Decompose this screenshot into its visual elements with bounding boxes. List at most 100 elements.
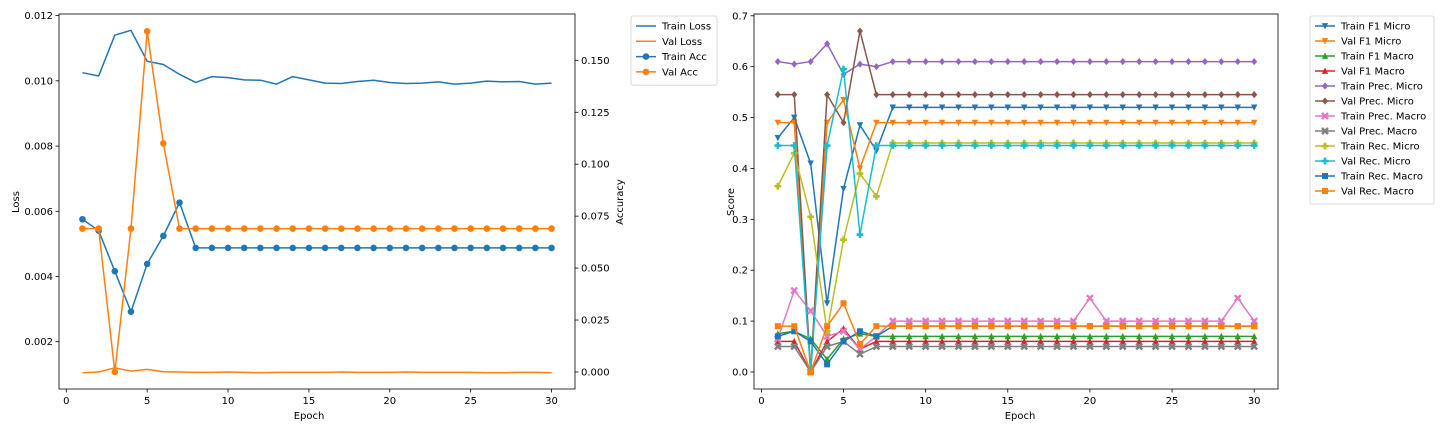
train-f1-macro-point (1234, 332, 1241, 340)
val-rec-macro-legend-label: Val Rec. Macro (1341, 187, 1414, 198)
val-prec-micro-point (971, 91, 978, 99)
chart-0-legend: Train Loss Val Loss Train Acc Val Acc (630, 15, 718, 86)
val-rec-micro-point (1020, 142, 1028, 149)
val-prec-micro-legend-label: Val Prec. Micro (1341, 97, 1414, 108)
val-f1-micro-point (1037, 119, 1044, 127)
train-acc-line (82, 201, 552, 313)
val-acc-point (467, 225, 474, 232)
val-f1-macro-point (1070, 337, 1077, 345)
train-f1-micro-point (971, 104, 979, 111)
chart-0-xtick-label: 25 (464, 396, 477, 407)
train-prec-macro-point (905, 317, 914, 325)
val-prec-micro-point (873, 91, 880, 99)
val-rec-macro-point (1070, 323, 1077, 330)
chart-0-ytick-label: 0.012 (24, 11, 53, 22)
train-f1-micro-point (1037, 104, 1044, 111)
train-prec-micro-point (791, 60, 798, 68)
chart-1-ytick-label: 0.2 (732, 266, 748, 277)
train-prec-micro-point (1234, 57, 1241, 66)
val-prec-micro-point (1054, 91, 1061, 99)
val-prec-micro-point (1086, 91, 1093, 99)
train-f1-micro-legend-label: Train F1 Micro (1340, 22, 1410, 33)
train-rec-micro-point (774, 182, 782, 190)
val-prec-micro-point (1004, 91, 1011, 99)
val-f1-micro-point (1234, 119, 1241, 127)
val-acc-point (354, 225, 361, 232)
train-f1-macro-line (777, 330, 1255, 360)
val-rec-micro-point (889, 142, 897, 149)
train-acc-point (289, 244, 297, 252)
chart-0-ylabel: Loss (11, 191, 22, 213)
chart-1-ytick-label: 0.1 (732, 317, 748, 328)
train-prec-macro-point (888, 317, 897, 325)
val-f1-micro-point (856, 165, 864, 172)
chart-0-y2tick-label: 0.050 (581, 264, 610, 275)
val-rec-micro-legend-label: Val Rec. Micro (1341, 157, 1411, 168)
val-rec-macro-point (1201, 323, 1208, 330)
val-f1-macro-point (906, 337, 913, 345)
val-prec-micro-point (1070, 91, 1077, 99)
val-prec-micro-point (774, 91, 781, 99)
val-acc-point (127, 225, 135, 232)
train-f1-macro-point (889, 332, 897, 340)
train-acc-point (402, 244, 410, 252)
train-acc-point (224, 244, 232, 252)
val-prec-micro-point (1021, 91, 1028, 99)
val-loss-legend-label: Val Loss (662, 37, 702, 48)
val-rec-micro-legend-swatch-marker (1321, 157, 1329, 165)
chart-0-frame (58, 13, 576, 390)
train-f1-macro-point (1021, 332, 1028, 340)
train-acc-point (435, 244, 442, 252)
val-f1-macro-point (1037, 337, 1044, 345)
val-prec-micro-point (906, 91, 913, 99)
val-f1-micro-point (906, 119, 913, 127)
val-prec-macro-point (1003, 342, 1012, 351)
chart-1-xlabel: Epoch (1005, 411, 1036, 422)
train-acc-point (354, 244, 361, 252)
train-rec-micro-point (823, 327, 831, 335)
chart-1-frame (753, 13, 1279, 390)
chart-1-xtick-label: 10 (919, 396, 932, 407)
val-prec-macro-point (938, 342, 946, 351)
train-acc-point (548, 244, 555, 252)
val-rec-micro-point (790, 142, 798, 149)
val-acc-point (305, 225, 313, 232)
train-prec-macro-point (1201, 317, 1209, 325)
train-rec-macro-legend-label: Train Rec. Macro (1340, 172, 1423, 183)
train-prec-macro-point (1151, 317, 1160, 325)
val-f1-macro-point (1152, 337, 1159, 345)
val-rec-macro-point (939, 323, 946, 330)
val-rec-macro-point (1169, 323, 1176, 330)
train-f1-macro-point (1103, 332, 1110, 340)
chart-0-y2tick-label: 0.000 (581, 367, 610, 378)
train-f1-macro-point (1250, 332, 1258, 340)
val-rec-micro-point (1004, 142, 1012, 149)
chart-0-y2tick-label: 0.100 (581, 160, 610, 171)
val-prec-micro-point (1169, 91, 1176, 99)
train-acc-point (143, 260, 151, 268)
val-rec-macro-point (1037, 323, 1044, 330)
chart-1-xtick-label: 25 (1166, 396, 1179, 407)
train-prec-macro-point (1003, 317, 1012, 325)
train-f1-micro-point (906, 104, 913, 111)
val-prec-micro-point (840, 119, 847, 127)
val-f1-micro-legend-swatch (1315, 38, 1335, 45)
train-f1-micro-point (873, 147, 880, 155)
train-f1-micro-point (938, 104, 946, 111)
val-prec-macro-point (971, 342, 979, 351)
val-f1-micro-point (1201, 119, 1209, 127)
train-f1-macro-point (922, 332, 929, 340)
val-rec-micro-point (1217, 142, 1225, 149)
val-acc-point (515, 225, 523, 232)
chart-0-ytick-label: 0.010 (24, 76, 53, 87)
val-prec-macro-point (1201, 342, 1209, 351)
train-prec-macro-legend-swatch (1315, 112, 1335, 120)
val-rec-micro-point (1070, 142, 1077, 149)
train-rec-micro-legend-label: Train Rec. Micro (1340, 142, 1420, 153)
train-prec-macro-point (1135, 317, 1144, 325)
val-f1-micro-legend-label: Val F1 Micro (1341, 37, 1401, 48)
val-prec-micro-point (1152, 91, 1159, 99)
val-f1-macro-point (774, 337, 782, 345)
val-prec-macro-point (1102, 342, 1111, 351)
chart-0-ytick-label: 0.006 (24, 207, 53, 218)
